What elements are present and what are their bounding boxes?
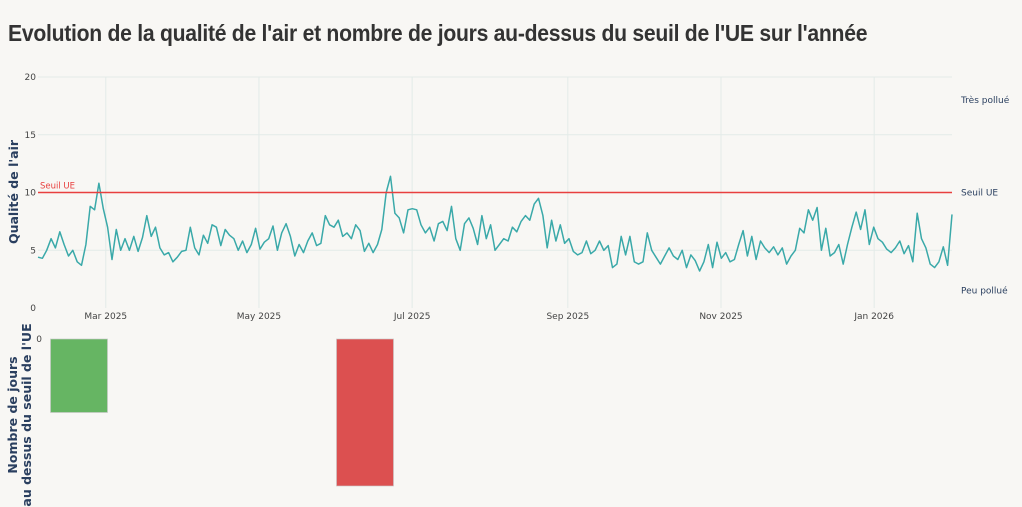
chart-title: Evolution de la qualité de l'air et nomb… [8,20,868,46]
right-annotation: Peu pollué [961,286,1008,297]
x-tick-label: Jan 2026 [853,312,894,322]
bottom-y-axis-label-line1: Nombre de jours [5,356,20,473]
x-tick-label: Mar 2025 [84,312,127,322]
bar-2025-02 [50,338,108,413]
right-annotation: Seuil UE [961,189,998,199]
x-tick-label: May 2025 [237,312,281,322]
x-tick-label: Jul 2025 [393,312,431,322]
right-annotation: Très pollué [960,95,1010,106]
bar-y-tick-label: 0 [36,335,42,345]
x-tick-label: Nov 2025 [699,312,742,322]
y-tick-label: 0 [30,304,36,314]
bottom-y-axis-label-line2: au dessus du seuil de l'UE [19,323,34,506]
y-tick-label: 20 [25,73,37,83]
y-tick-label: 5 [30,246,36,256]
y-tick-label: 15 [25,131,36,141]
air-quality-line [37,175,953,272]
x-tick-label: Sep 2025 [546,312,589,322]
threshold-label: Seuil UE [40,182,75,192]
top-y-axis-label: Qualité de l'air [6,139,21,244]
y-tick-label: 10 [25,189,37,199]
bar-2025-06 [336,338,394,487]
